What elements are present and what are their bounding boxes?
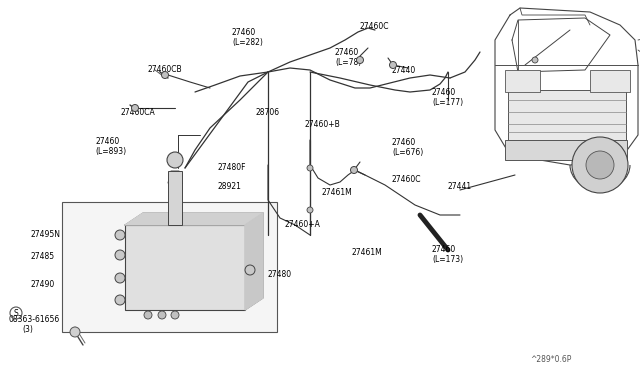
Bar (590, 70, 630, 92)
Bar (168, 171, 182, 225)
Text: 27461M: 27461M (322, 188, 353, 197)
Polygon shape (125, 213, 263, 225)
Text: 27461M: 27461M (352, 248, 383, 257)
Text: 27460C: 27460C (360, 22, 390, 31)
Text: 27460: 27460 (232, 28, 256, 37)
Text: 27490: 27490 (30, 280, 54, 289)
Text: 08363-61656: 08363-61656 (8, 315, 60, 324)
Circle shape (390, 61, 397, 68)
Text: 27460CA: 27460CA (120, 108, 155, 117)
Text: (L=893): (L=893) (95, 147, 126, 156)
Text: 27460CB: 27460CB (148, 65, 182, 74)
Text: 27480: 27480 (268, 270, 292, 279)
Text: 27480F: 27480F (218, 163, 246, 172)
Text: 27460C: 27460C (392, 175, 422, 184)
Text: (L=78): (L=78) (335, 58, 361, 67)
Circle shape (115, 273, 125, 283)
Circle shape (131, 105, 138, 112)
Polygon shape (245, 213, 263, 310)
Bar (505, 70, 540, 92)
Text: 27460: 27460 (432, 245, 456, 254)
Text: 27460: 27460 (432, 88, 456, 97)
Text: 27441: 27441 (448, 182, 472, 191)
Circle shape (70, 327, 80, 337)
Text: 27495N: 27495N (30, 230, 60, 239)
Circle shape (171, 311, 179, 319)
Text: 27460: 27460 (392, 138, 416, 147)
Circle shape (245, 265, 255, 275)
Text: 28706: 28706 (256, 108, 280, 117)
Text: 27460+B: 27460+B (305, 120, 340, 129)
Circle shape (532, 57, 538, 63)
Circle shape (572, 137, 628, 193)
Circle shape (307, 165, 313, 171)
Circle shape (161, 71, 168, 78)
Text: (L=173): (L=173) (432, 255, 463, 264)
Circle shape (115, 230, 125, 240)
Text: 27460+A: 27460+A (285, 220, 321, 229)
Text: 27440: 27440 (392, 66, 416, 75)
Text: 27460: 27460 (95, 137, 119, 146)
Circle shape (586, 151, 614, 179)
Circle shape (167, 152, 183, 168)
Circle shape (115, 250, 125, 260)
Text: 27460: 27460 (335, 48, 359, 57)
Bar (62, 202, 277, 332)
Text: (L=676): (L=676) (392, 148, 423, 157)
Circle shape (158, 311, 166, 319)
Text: ^289*0.6P: ^289*0.6P (530, 355, 572, 364)
Text: 28921: 28921 (218, 182, 242, 191)
Bar (505, 140, 627, 160)
Circle shape (144, 311, 152, 319)
Text: (L=282): (L=282) (232, 38, 263, 47)
Bar (125, 225, 245, 310)
Bar (508, 90, 626, 140)
Text: (L=177): (L=177) (432, 98, 463, 107)
Circle shape (115, 295, 125, 305)
Text: S: S (13, 309, 18, 318)
Circle shape (356, 57, 364, 64)
Circle shape (351, 167, 358, 173)
Circle shape (307, 207, 313, 213)
Text: (3): (3) (22, 325, 33, 334)
Text: 27485: 27485 (30, 252, 54, 261)
